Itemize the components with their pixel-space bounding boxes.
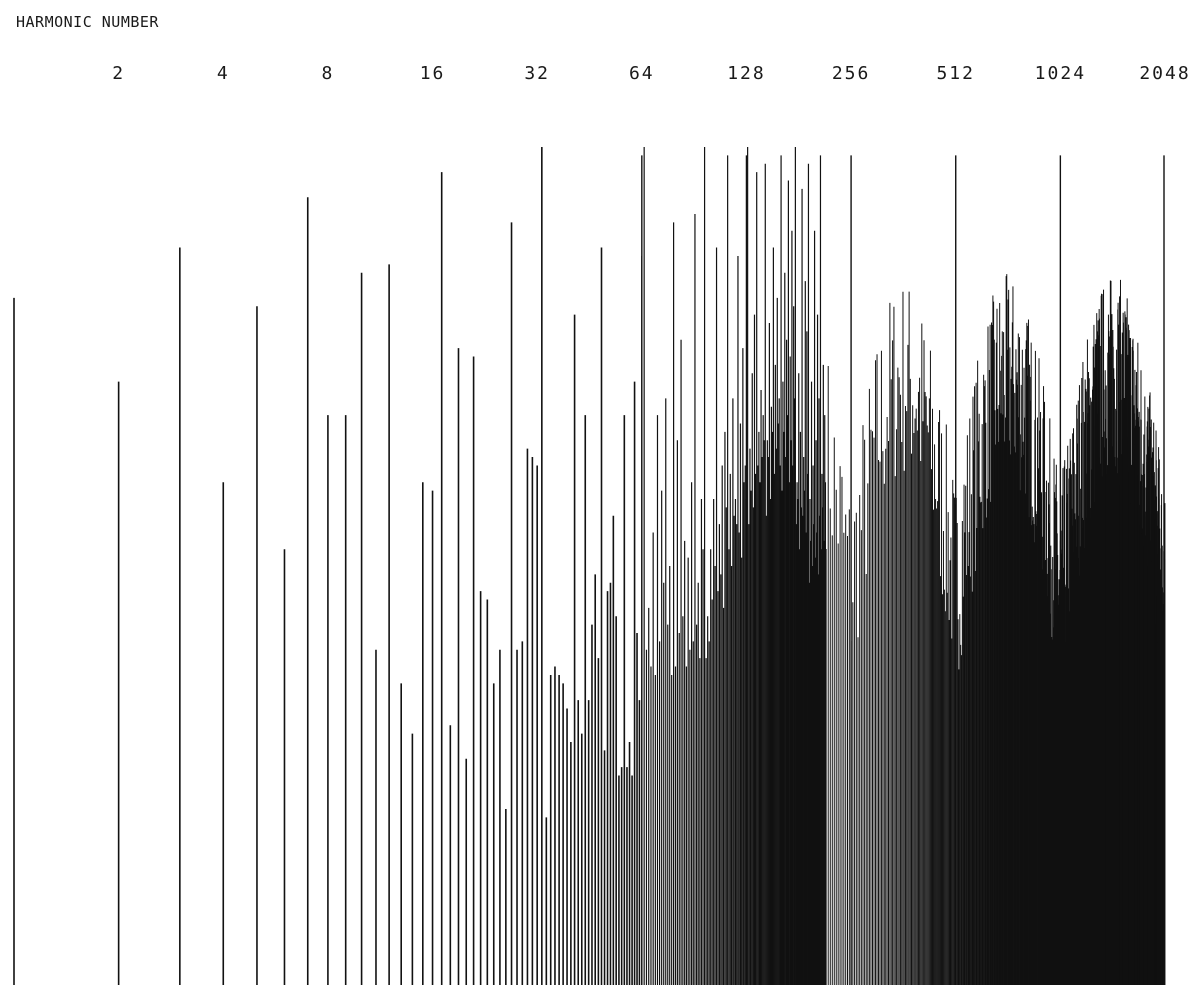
x-tick-label-64: 64 (628, 63, 655, 84)
x-tick-label-1024: 1024 (1034, 63, 1087, 84)
x-tick-label-8: 8 (321, 63, 335, 84)
x-tick-label-256: 256 (831, 63, 871, 84)
x-axis-title: HARMONIC NUMBER (16, 13, 159, 31)
x-tick-label-4: 4 (216, 63, 230, 84)
spectrum-lines (13, 147, 1165, 985)
spectrum-dense-region (825, 274, 1166, 985)
x-tick-label-16: 16 (419, 63, 446, 84)
x-tick-label-2048: 2048 (1139, 63, 1191, 84)
x-tick-label-128: 128 (727, 63, 766, 84)
x-tick-label-32: 32 (524, 63, 551, 84)
x-tick-label-2: 2 (112, 63, 126, 84)
x-tick-label-512: 512 (936, 63, 975, 84)
x-axis-tick-labels: 2 4 8 16 32 64 128 256 512 1024 2048 (0, 0, 1199, 100)
